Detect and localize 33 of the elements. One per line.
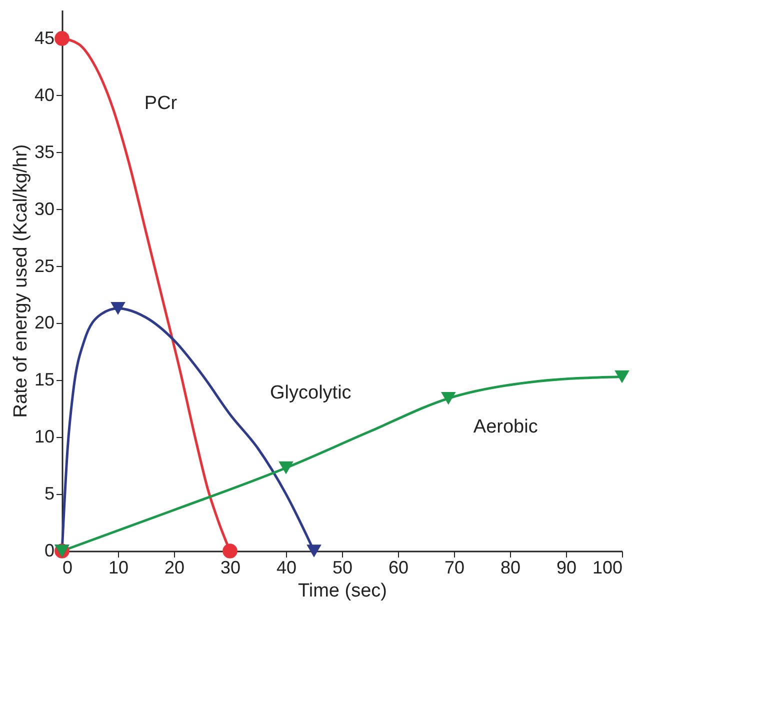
point: [614, 370, 630, 384]
point: [306, 544, 322, 558]
point: [278, 461, 294, 474]
x-tick-label: 20: [164, 558, 185, 578]
y-tick-label: 30: [34, 198, 54, 219]
y-tick-label: 35: [34, 142, 54, 162]
y-tick-label: 5: [44, 484, 54, 504]
x-tick-label: 30: [220, 558, 241, 578]
series-label: PCr: [144, 92, 178, 114]
y-axis-title: Rate of energy used (Kcal/kg/hr): [10, 144, 32, 418]
x-tick-label: 90: [556, 558, 577, 578]
y-tick-label: 10: [34, 426, 54, 447]
y-tick-label: 15: [34, 370, 54, 390]
x-tick-label: 100: [592, 558, 622, 578]
point: [110, 302, 126, 315]
x-tick-label: 80: [500, 558, 521, 578]
y-tick-label: 0: [44, 540, 54, 560]
x-tick-label: 50: [332, 558, 353, 578]
y-tick-label: 20: [34, 312, 54, 333]
point: [54, 31, 70, 46]
series-label: Aerobic: [473, 416, 538, 438]
point: [440, 392, 456, 405]
point: [222, 544, 238, 558]
series-label: Glycolytic: [270, 382, 352, 404]
x-tick-label: 60: [388, 558, 409, 578]
y-tick-label: 40: [34, 84, 54, 105]
y-tick-label: 45: [34, 28, 54, 48]
x-tick-label: 70: [444, 558, 465, 578]
x-tick-label: 10: [108, 558, 129, 578]
y-tick-label: 25: [34, 256, 54, 276]
x-axis-title: Time (sec): [298, 580, 388, 602]
x-tick-label: 40: [276, 558, 297, 578]
x-tick-label: 0: [62, 558, 73, 578]
